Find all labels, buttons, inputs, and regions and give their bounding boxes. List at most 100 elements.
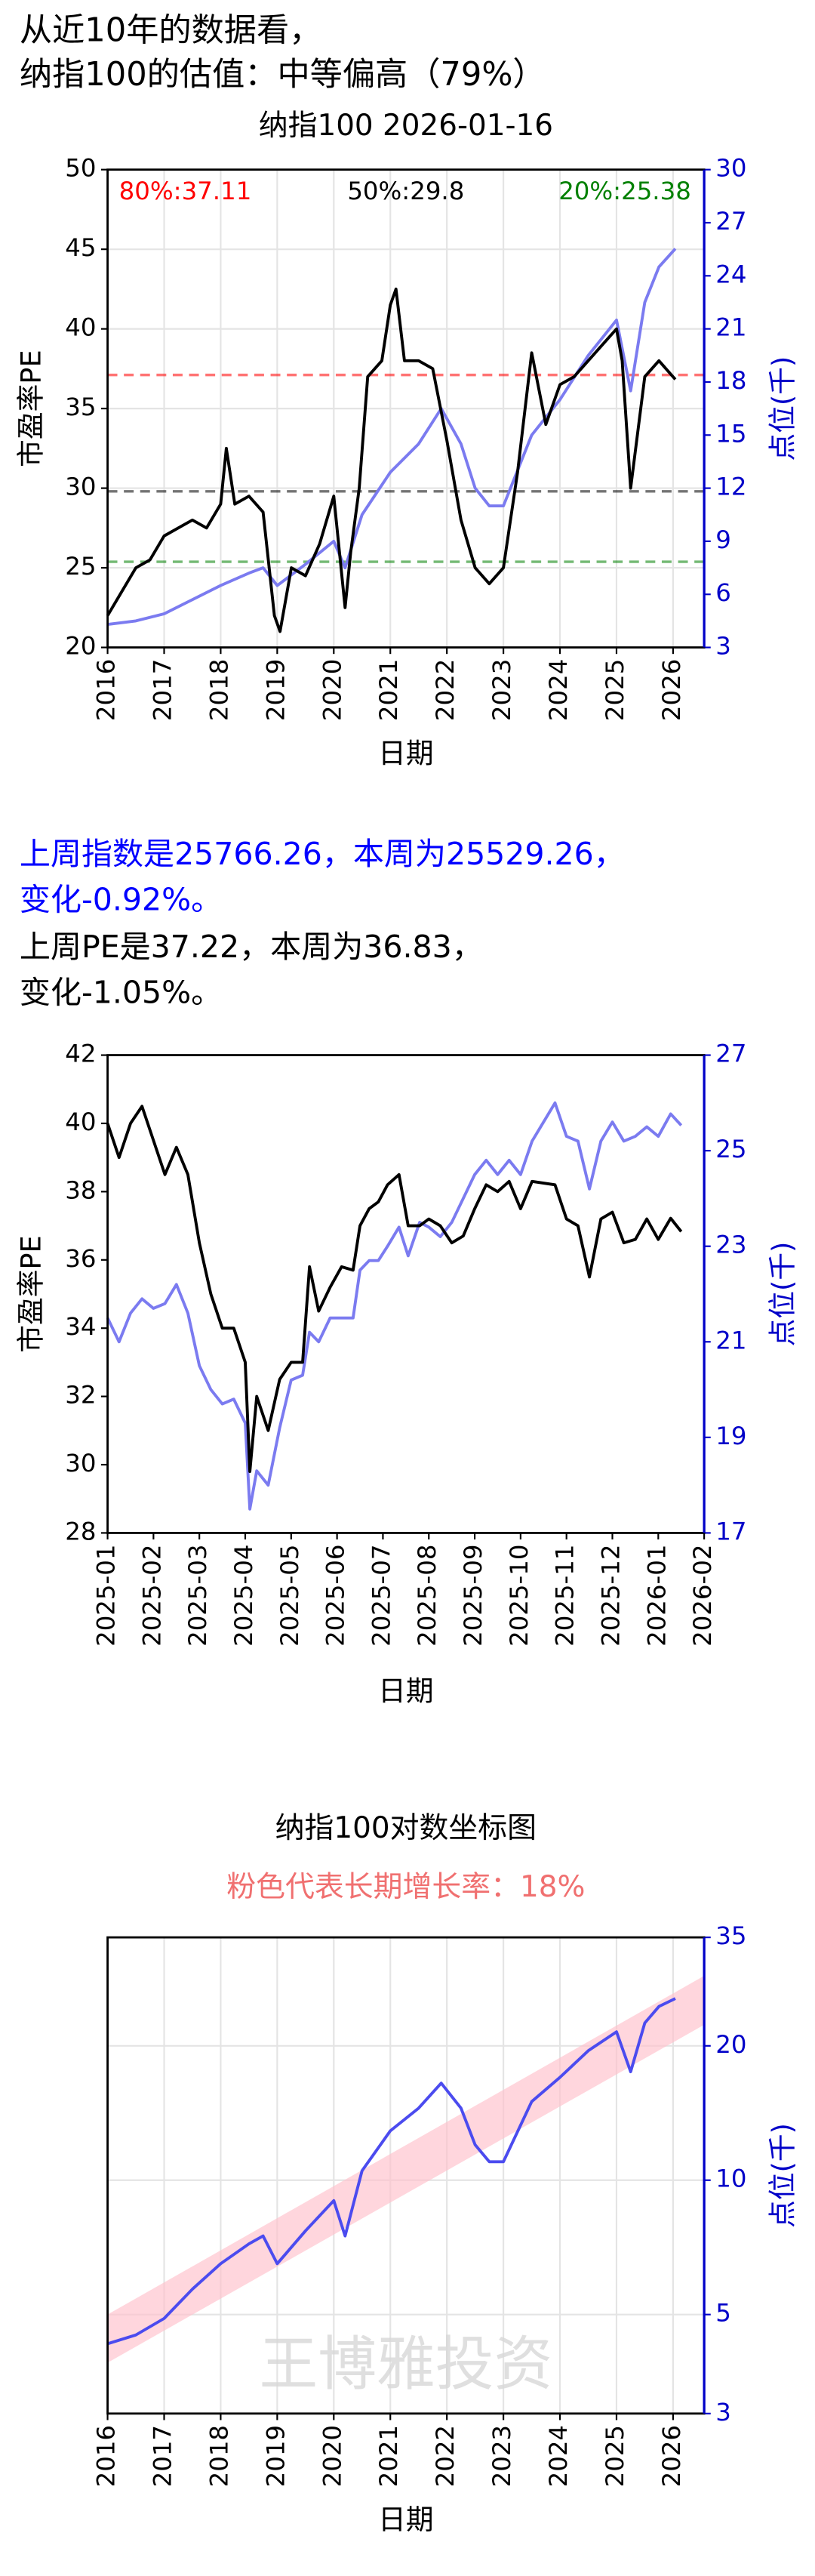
y2-tick-label: 12 — [715, 473, 746, 501]
x-tick-label: 2023 — [487, 659, 516, 721]
x-tick-label: 2025 — [601, 659, 629, 721]
x-tick-label: 2024 — [544, 2425, 573, 2487]
y-tick-label: 32 — [65, 1381, 96, 1410]
y2-tick-label: 15 — [715, 419, 746, 448]
x-tick-label: 2022 — [431, 2425, 460, 2487]
x-axis-label: 日期 — [378, 1675, 433, 1708]
x-tick-label: 2021 — [374, 659, 403, 721]
x-tick-label: 2021 — [374, 2425, 403, 2487]
x-tick-label: 2025-06 — [321, 1545, 350, 1647]
y2-axis-label: 点位(千) — [766, 2123, 798, 2228]
summary-line: 上周指数是25766.26，本周为25529.26， — [20, 836, 625, 872]
summary-line: 上周PE是37.22，本周为36.83， — [20, 929, 483, 965]
x-tick-label: 2025-01 — [92, 1545, 121, 1647]
x-tick-label: 2025-08 — [413, 1545, 441, 1647]
series-line — [106, 1101, 683, 1511]
y2-tick-label: 23 — [715, 1231, 746, 1259]
y-tick-label: 45 — [65, 233, 96, 262]
x-tick-label: 2025-05 — [275, 1545, 304, 1647]
y-axis-label: 市盈率PE — [15, 350, 48, 467]
y2-tick-label: 6 — [715, 578, 731, 607]
series-line — [106, 1997, 676, 2346]
y-tick-label: 38 — [65, 1176, 96, 1204]
x-tick-label: 2022 — [431, 659, 460, 721]
x-tick-label: 2025-03 — [183, 1545, 212, 1647]
y2-tick-label: 27 — [715, 1040, 746, 1068]
y-tick-label: 40 — [65, 313, 96, 342]
threshold-label: 20%:25.38 — [558, 177, 691, 205]
y-tick-label: 50 — [65, 154, 96, 183]
x-tick-label: 2026-01 — [642, 1545, 671, 1647]
x-tick-label: 2026 — [657, 2425, 686, 2487]
x-tick-label: 2018 — [205, 2425, 233, 2487]
y2-tick-label: 3 — [715, 2398, 731, 2427]
y-tick-label: 30 — [65, 473, 96, 501]
y2-axis-label: 点位(千) — [766, 356, 798, 461]
y-tick-label: 34 — [65, 1312, 96, 1341]
x-tick-label: 2025-10 — [505, 1545, 534, 1647]
x-tick-label: 2025 — [601, 2425, 629, 2487]
chart-subtitle: 粉色代表长期增长率：18% — [226, 1870, 585, 1904]
x-tick-label: 2019 — [261, 659, 290, 721]
y-tick-label: 42 — [65, 1040, 96, 1068]
x-tick-label: 2018 — [205, 659, 233, 721]
threshold-label: 50%:29.8 — [347, 177, 464, 205]
y-tick-label: 28 — [65, 1517, 96, 1545]
x-tick-label: 2020 — [318, 2425, 346, 2487]
y2-tick-label: 20 — [715, 2030, 746, 2059]
y-tick-label: 35 — [65, 393, 96, 421]
watermark: 王博雅投资 — [259, 2331, 552, 2399]
x-tick-label: 2025-07 — [367, 1545, 395, 1647]
summary-line: 变化-1.05%。 — [20, 975, 222, 1011]
x-tick-label: 2019 — [261, 2425, 290, 2487]
y2-tick-label: 10 — [715, 2165, 746, 2193]
x-tick-label: 2020 — [318, 659, 346, 721]
x-tick-label: 2016 — [92, 2425, 121, 2487]
x-tick-label: 2024 — [544, 659, 573, 721]
y2-tick-label: 17 — [715, 1517, 746, 1545]
y2-tick-label: 21 — [715, 1326, 746, 1354]
x-tick-label: 2023 — [487, 2425, 516, 2487]
x-tick-label: 2026-02 — [688, 1545, 717, 1647]
x-tick-label: 2025-09 — [459, 1545, 487, 1647]
y2-tick-label: 25 — [715, 1135, 746, 1163]
x-tick-label: 2017 — [148, 659, 177, 721]
x-tick-label: 2025-12 — [596, 1545, 625, 1647]
x-tick-label: 2026 — [657, 659, 686, 721]
y2-tick-label: 35 — [715, 1921, 746, 1950]
chart-title: 纳指100 2026-01-16 — [259, 109, 553, 143]
x-tick-label: 2025-04 — [229, 1545, 258, 1647]
y2-tick-label: 24 — [715, 260, 746, 288]
threshold-label: 80%:37.11 — [119, 177, 252, 205]
x-tick-label: 2025-11 — [551, 1545, 580, 1647]
y2-axis-label: 点位(千) — [766, 1242, 798, 1347]
growth-band — [107, 1976, 705, 2363]
chart-title: 纳指100对数坐标图 — [275, 1811, 537, 1845]
y-tick-label: 25 — [65, 552, 96, 581]
y2-tick-label: 18 — [715, 366, 746, 395]
y2-tick-label: 21 — [715, 313, 746, 342]
y-axis-label: 市盈率PE — [15, 1235, 48, 1353]
series-line — [106, 287, 677, 633]
y-tick-label: 30 — [65, 1449, 96, 1478]
x-tick-label: 2017 — [148, 2425, 177, 2487]
header-line: 从近10年的数据看， — [20, 12, 321, 50]
x-tick-label: 2025-02 — [137, 1545, 166, 1647]
y2-tick-label: 9 — [715, 525, 731, 554]
y-tick-label: 36 — [65, 1244, 96, 1273]
y-tick-label: 40 — [65, 1108, 96, 1136]
header-line: 纳指100的估值：中等偏高（79%） — [20, 56, 546, 94]
series-line — [107, 248, 677, 627]
y2-tick-label: 27 — [715, 207, 746, 236]
y2-tick-label: 19 — [715, 1422, 746, 1450]
series-line — [106, 1105, 683, 1474]
y2-tick-label: 3 — [715, 632, 731, 661]
x-axis-label: 日期 — [378, 738, 433, 770]
x-tick-label: 2016 — [92, 659, 121, 721]
y2-tick-label: 30 — [715, 154, 746, 183]
summary-line: 变化-0.92%。 — [20, 882, 222, 918]
y2-tick-label: 5 — [715, 2299, 731, 2328]
y-tick-label: 20 — [65, 632, 96, 661]
